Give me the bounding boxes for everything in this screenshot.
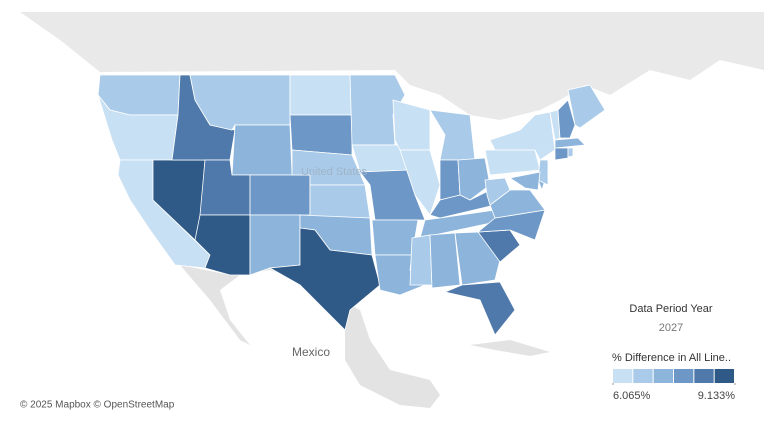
country-label: United States [301,166,368,178]
state [508,171,541,191]
state [554,137,586,149]
filter-title: Data Period Year [629,303,713,315]
state [309,184,371,219]
state [484,177,511,206]
legend-tick-label: 6.065% [613,390,651,402]
country-label: Mexico [292,345,330,359]
state [457,157,491,201]
state [249,174,311,216]
filter-value: 2027 [659,322,683,334]
state [567,147,574,158]
legend-swatch [674,369,694,383]
attribution: © 2025 Mapbox © OpenStreetMap [20,400,175,411]
state [443,281,516,336]
legend-swatch [653,369,673,383]
legend-swatch [613,369,633,383]
mexico [180,265,440,408]
state [231,124,293,176]
state [268,227,381,331]
state [409,234,433,286]
legend-swatch [694,369,714,383]
legend-tick-label: 9.133% [698,390,736,402]
state [429,189,496,219]
cuba [470,340,550,356]
state [567,84,606,129]
legend-swatch [633,369,653,383]
canada [20,12,764,120]
state [439,159,461,201]
state [289,74,353,116]
legend-title: % Difference in All Line.. [612,352,731,364]
state [289,114,353,156]
legend-swatch [714,369,734,383]
state [557,99,576,139]
state [429,232,461,289]
state [399,149,441,216]
state [554,147,569,161]
state [97,74,181,116]
